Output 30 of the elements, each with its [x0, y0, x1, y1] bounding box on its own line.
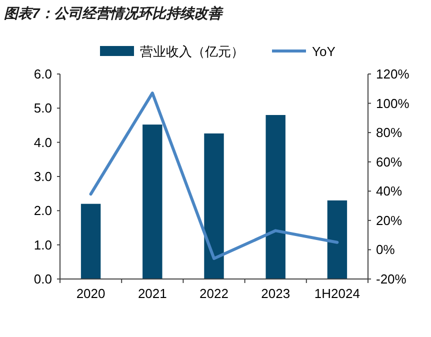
y2-tick-label: -20% [376, 272, 407, 286]
y-tick-label: 6.0 [34, 66, 52, 82]
bar [142, 124, 162, 279]
y2-tick-label: 20% [376, 212, 402, 228]
x-tick-label: 2023 [261, 286, 290, 301]
legend-label: YoY [312, 44, 336, 59]
x-tick-label: 2022 [200, 286, 228, 301]
bar [80, 204, 101, 279]
y-tick-label: 5.0 [34, 100, 52, 116]
y-tick-label: 0.0 [34, 272, 52, 286]
y-tick-label: 1.0 [34, 237, 52, 252]
y2-tick-label: 100% [376, 96, 410, 111]
bar [327, 200, 348, 279]
x-tick-label: 2021 [138, 286, 167, 301]
y2-tick-label: 0% [376, 242, 396, 258]
y2-tick-label: 120% [376, 66, 410, 82]
bar [204, 133, 224, 279]
x-tick-label: 1H2024 [314, 286, 360, 301]
legend-营业收入（亿元）: 营业收入（亿元） [100, 44, 244, 59]
y-tick-label: 3.0 [34, 169, 52, 184]
y2-tick-label: 40% [376, 184, 402, 199]
x-tick-label: 2020 [76, 286, 106, 301]
y2-tick-label: 80% [376, 125, 402, 140]
line-series [89, 92, 339, 260]
y-tick-label: 2.0 [34, 203, 52, 218]
bar [266, 115, 286, 279]
y2-tick-label: 60% [376, 154, 402, 170]
legend-label: 营业收入（亿元） [140, 44, 244, 59]
chart-title: 图表7：公司经营情况环比持续改善 [4, 5, 224, 21]
y-tick-label: 4.0 [34, 134, 52, 150]
